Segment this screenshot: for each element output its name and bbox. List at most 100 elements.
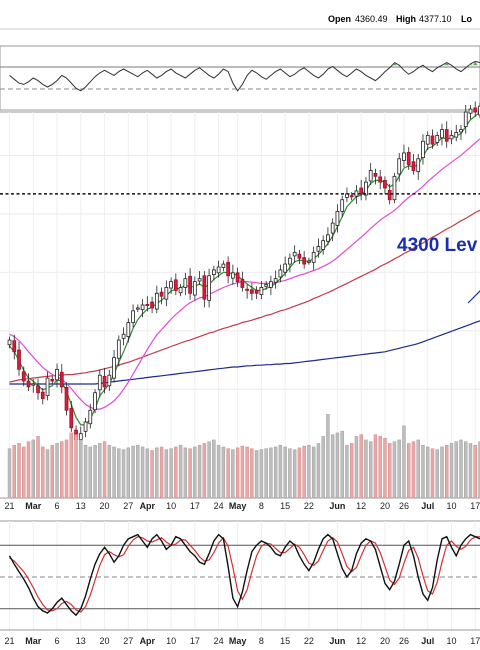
ohlc-header: Open 4360.49 High 4377.10 Lo bbox=[328, 14, 472, 24]
candle bbox=[435, 134, 440, 143]
candle bbox=[45, 377, 50, 397]
volume-bar bbox=[174, 446, 178, 499]
candle bbox=[288, 257, 292, 265]
x-tick-label: 13 bbox=[76, 501, 86, 511]
x-tick-label: Apr bbox=[140, 501, 156, 511]
volume-bar bbox=[402, 425, 406, 499]
ma-longest-line bbox=[9, 320, 480, 385]
candle bbox=[188, 275, 192, 294]
x-tick-label: 27 bbox=[123, 501, 133, 511]
candle bbox=[169, 281, 173, 289]
candle bbox=[173, 279, 178, 291]
volume-bar bbox=[126, 447, 131, 499]
momentum-overbought-fill bbox=[392, 62, 397, 66]
x-tick-label: 17 bbox=[190, 501, 200, 511]
candle bbox=[245, 288, 250, 291]
volume-bar bbox=[12, 444, 16, 499]
volume-bar bbox=[378, 436, 382, 499]
volume-bar bbox=[254, 450, 259, 499]
x-tick-label: 20 bbox=[380, 501, 390, 511]
volume-bar bbox=[197, 444, 202, 499]
candle bbox=[264, 284, 269, 287]
candle bbox=[430, 135, 435, 145]
momentum-overbought-fill bbox=[468, 63, 473, 66]
momentum-overbought-fill bbox=[444, 62, 450, 66]
candle bbox=[292, 251, 297, 257]
volume-bar bbox=[445, 444, 449, 499]
volume-bar bbox=[193, 446, 197, 499]
level-annotation: 4300 Lev bbox=[397, 235, 478, 256]
x-tick-label: 15 bbox=[280, 636, 290, 646]
volume-bar bbox=[41, 446, 45, 499]
candle bbox=[269, 281, 273, 288]
volume-bar bbox=[183, 447, 188, 499]
candle bbox=[463, 111, 468, 128]
volume-bar bbox=[136, 444, 140, 499]
candle bbox=[7, 339, 12, 346]
candle bbox=[83, 421, 88, 432]
volume-bar bbox=[31, 439, 35, 499]
candle bbox=[50, 378, 55, 382]
volume-bar bbox=[392, 441, 397, 499]
candle bbox=[164, 287, 169, 300]
candle bbox=[283, 263, 288, 273]
candle bbox=[440, 129, 444, 139]
candle bbox=[297, 253, 302, 259]
volume-bar bbox=[421, 444, 425, 499]
momentum-overbought-fill bbox=[472, 61, 478, 66]
volume-bar bbox=[88, 446, 93, 499]
volume-bar bbox=[411, 441, 416, 499]
x-tick-label: 13 bbox=[76, 636, 86, 646]
candle bbox=[383, 180, 387, 189]
x-tick-label: 27 bbox=[123, 636, 133, 646]
volume-bar bbox=[459, 439, 463, 499]
x-tick-label: 10 bbox=[446, 636, 456, 646]
candle bbox=[31, 383, 36, 386]
volume-bar bbox=[464, 441, 468, 499]
volume-bar bbox=[140, 446, 145, 499]
volume-bar bbox=[169, 448, 173, 499]
annotation-arrow bbox=[467, 290, 480, 304]
candle bbox=[444, 129, 449, 142]
candle bbox=[150, 301, 154, 309]
volume-bar bbox=[64, 439, 69, 499]
volume-bar bbox=[83, 444, 88, 499]
volume-bar bbox=[121, 449, 126, 499]
x-tick-label: Apr bbox=[140, 636, 156, 646]
volume-bar bbox=[112, 446, 116, 499]
low-label: Lo bbox=[461, 14, 472, 24]
volume-bar bbox=[283, 446, 287, 499]
x-tick-label: May bbox=[229, 636, 247, 646]
candle bbox=[307, 260, 311, 263]
price-panel bbox=[0, 101, 480, 499]
x-tick-label: 22 bbox=[304, 636, 314, 646]
candle bbox=[159, 291, 164, 297]
volume-bar bbox=[468, 443, 473, 499]
volume-bar bbox=[416, 439, 420, 499]
volume-bar bbox=[354, 436, 359, 499]
volume-bar bbox=[240, 445, 245, 499]
candle bbox=[326, 234, 330, 242]
volume-bar bbox=[330, 434, 335, 499]
x-tick-label: Mar bbox=[25, 501, 42, 511]
candle bbox=[97, 374, 102, 391]
volume-bar bbox=[55, 443, 59, 499]
candle bbox=[392, 175, 397, 201]
volume-bar bbox=[226, 448, 230, 499]
candle bbox=[449, 134, 454, 140]
momentum-line bbox=[9, 60, 480, 92]
candle bbox=[121, 333, 126, 339]
candle bbox=[364, 181, 368, 196]
candle bbox=[12, 340, 17, 353]
volume-bar bbox=[278, 444, 283, 499]
volume-bar bbox=[98, 443, 102, 499]
candle bbox=[216, 266, 221, 274]
candle bbox=[21, 371, 26, 382]
volume-bar bbox=[473, 444, 477, 499]
x-tick-label: 6 bbox=[55, 501, 60, 511]
volume-bar bbox=[50, 444, 55, 499]
candle bbox=[278, 269, 283, 278]
volume-bar bbox=[449, 443, 454, 499]
candle bbox=[349, 195, 354, 198]
momentum-frame bbox=[0, 45, 480, 111]
